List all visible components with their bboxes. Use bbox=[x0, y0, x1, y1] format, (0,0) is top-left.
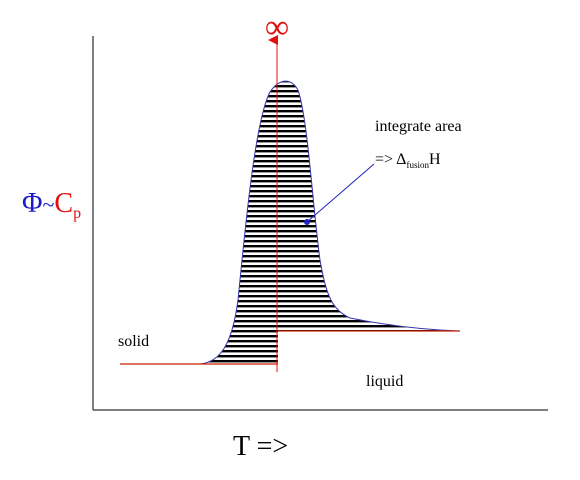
y-label-c: C bbox=[54, 188, 73, 219]
y-label-phi: Φ bbox=[22, 188, 42, 219]
peak-area-hatch bbox=[120, 81, 460, 364]
dsc-curve bbox=[120, 80, 461, 365]
x-axis-label: T => bbox=[233, 431, 288, 462]
annotation-integrate: integrate area bbox=[375, 118, 462, 135]
pointer-dot bbox=[304, 219, 310, 225]
solid-label: solid bbox=[118, 333, 149, 350]
y-label-tilde: ~ bbox=[42, 192, 54, 217]
y-label-sub: p bbox=[73, 205, 81, 222]
liquid-label: liquid bbox=[366, 373, 403, 390]
infinity-label: ∞ bbox=[265, 9, 289, 46]
annotation-H: H bbox=[429, 151, 441, 168]
annotation-fusion-enthalpy: => ΔfusionH bbox=[375, 151, 441, 170]
annotation-pointer bbox=[306, 163, 375, 223]
y-axis-label: Φ~Cp bbox=[22, 188, 81, 222]
annotation-arrow-delta: => Δ bbox=[375, 151, 406, 168]
annotation-subscript: fusion bbox=[406, 160, 429, 170]
